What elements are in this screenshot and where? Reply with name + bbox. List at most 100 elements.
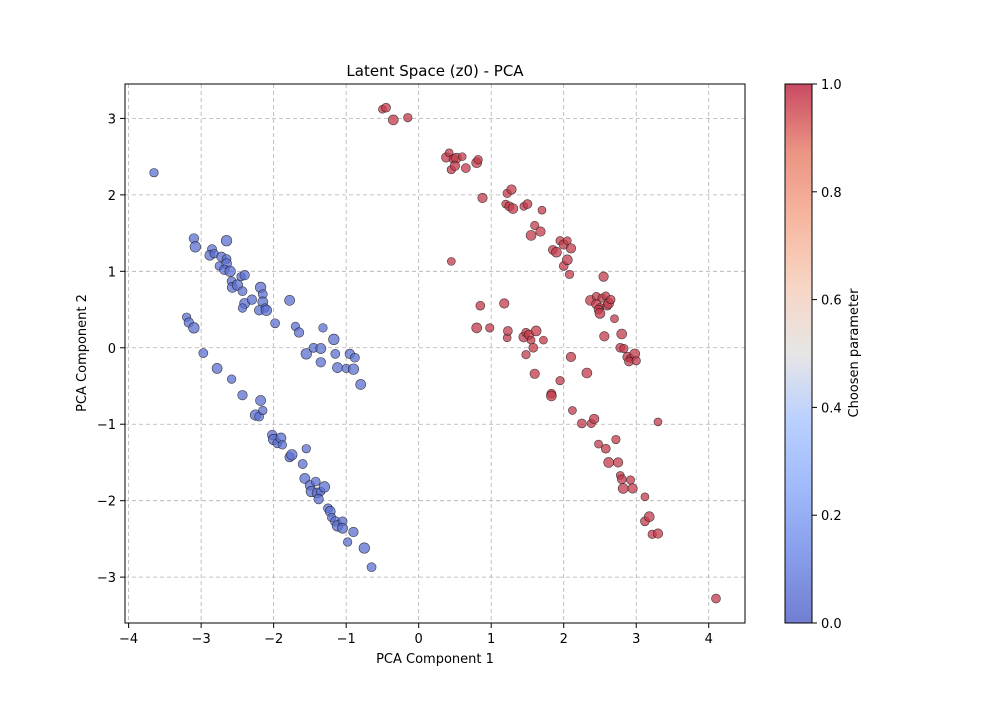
scatter-point	[255, 395, 266, 406]
x-tick-label: 0	[415, 632, 423, 647]
y-tick-label: 3	[108, 112, 116, 127]
scatter-point	[537, 205, 547, 215]
scatter-point	[535, 226, 546, 237]
scatter-point	[568, 406, 577, 415]
scatter-point	[711, 593, 721, 604]
scatter-point	[328, 333, 340, 345]
x-tick-label: −1	[337, 632, 356, 647]
scatter-point	[526, 335, 536, 345]
scatter-point	[313, 494, 324, 505]
scatter-point	[611, 434, 621, 445]
scatter-point	[449, 160, 460, 171]
colorbar-tick-label: 0.6	[821, 294, 842, 309]
scatter-point	[301, 444, 311, 454]
x-axis: −4 −3 −2 −1 0 1 2 3 4	[119, 623, 713, 647]
scatter-point	[337, 522, 348, 534]
scatter-point	[589, 413, 600, 424]
scatter-point	[506, 184, 517, 195]
scatter-point	[343, 537, 353, 547]
y-tick-label: 1	[108, 265, 116, 280]
scatter-point	[594, 308, 606, 319]
scatter-point	[350, 352, 360, 363]
scatter-point	[332, 362, 343, 373]
y-axis-label: PCA Component 2	[75, 294, 90, 412]
scatter-points	[149, 102, 721, 604]
scatter-point	[297, 459, 308, 469]
scatter-point	[226, 374, 237, 384]
scatter-point	[539, 335, 548, 345]
colorbar-tick-label: 0.2	[821, 509, 842, 524]
colorbar	[784, 83, 813, 624]
colorbar-tick-label: 0.8	[821, 186, 842, 201]
scatter-point	[258, 405, 268, 416]
scatter-point	[381, 102, 391, 113]
y-axis: −3 −2 −1 0 1 2 3	[97, 112, 125, 586]
scatter-point	[457, 152, 467, 161]
colorbar-tick-label: 0.4	[821, 401, 842, 416]
scatter-point	[522, 199, 533, 209]
scatter-point	[603, 457, 614, 468]
scatter-point	[503, 326, 513, 336]
scatter-point	[300, 348, 312, 360]
scatter-point	[220, 235, 233, 247]
scatter-point	[403, 113, 413, 123]
scatter-point	[224, 265, 236, 277]
scatter-point	[473, 155, 483, 165]
scatter-point	[284, 295, 295, 306]
scatter-point	[653, 417, 663, 427]
scatter-point	[598, 271, 609, 282]
scatter-point	[625, 475, 635, 485]
x-tick-label: −2	[264, 632, 283, 647]
x-tick-label: −4	[119, 632, 138, 647]
y-tick-label: −2	[97, 495, 116, 510]
scatter-point	[277, 440, 287, 450]
scatter-point	[581, 367, 593, 379]
x-tick-label: −3	[192, 632, 211, 647]
scatter-point	[499, 298, 510, 309]
colorbar-axis: 0.0 0.2 0.4 0.6 0.8 1.0	[812, 78, 842, 632]
scatter-point	[546, 390, 557, 402]
scatter-point	[600, 443, 611, 454]
scatter-point	[447, 257, 456, 266]
scatter-point	[461, 163, 471, 173]
x-axis-label: PCA Component 1	[376, 652, 494, 667]
scatter-point	[565, 243, 577, 254]
scatter-point	[237, 286, 248, 297]
scatter-point	[528, 342, 539, 353]
scatter-point	[563, 236, 572, 246]
scatter-point	[594, 439, 603, 449]
x-tick-label: 1	[487, 632, 495, 647]
scatter-point	[477, 192, 488, 203]
scatter-point	[640, 492, 650, 502]
scatter-point	[631, 356, 641, 366]
scatter-point	[619, 343, 629, 354]
scatter-point	[565, 351, 577, 362]
scatter-point	[293, 327, 305, 338]
scatter-point	[525, 230, 537, 241]
x-tick-label: 2	[560, 632, 568, 647]
x-tick-label: 3	[632, 632, 640, 647]
scatter-point	[485, 323, 495, 333]
scatter-point	[358, 542, 370, 554]
scatter-point	[211, 363, 223, 374]
scatter-point	[315, 357, 326, 368]
scatter-point	[310, 476, 321, 487]
scatter-point	[286, 449, 298, 461]
chart-title: Latent Space (z0) - PCA	[346, 62, 524, 80]
scatter-point	[237, 303, 248, 313]
scatter-point	[239, 270, 250, 281]
scatter-point	[355, 379, 367, 390]
scatter-point	[617, 483, 629, 494]
scatter-point	[529, 368, 540, 379]
scatter-point	[237, 390, 248, 401]
scatter-point	[348, 526, 359, 538]
scatter-point	[318, 481, 331, 493]
scatter-point	[260, 304, 273, 316]
scatter-point	[577, 418, 587, 429]
y-tick-label: 0	[108, 342, 116, 357]
scatter-point	[521, 350, 531, 360]
scatter-point	[347, 363, 360, 375]
scatter-point	[564, 269, 575, 279]
